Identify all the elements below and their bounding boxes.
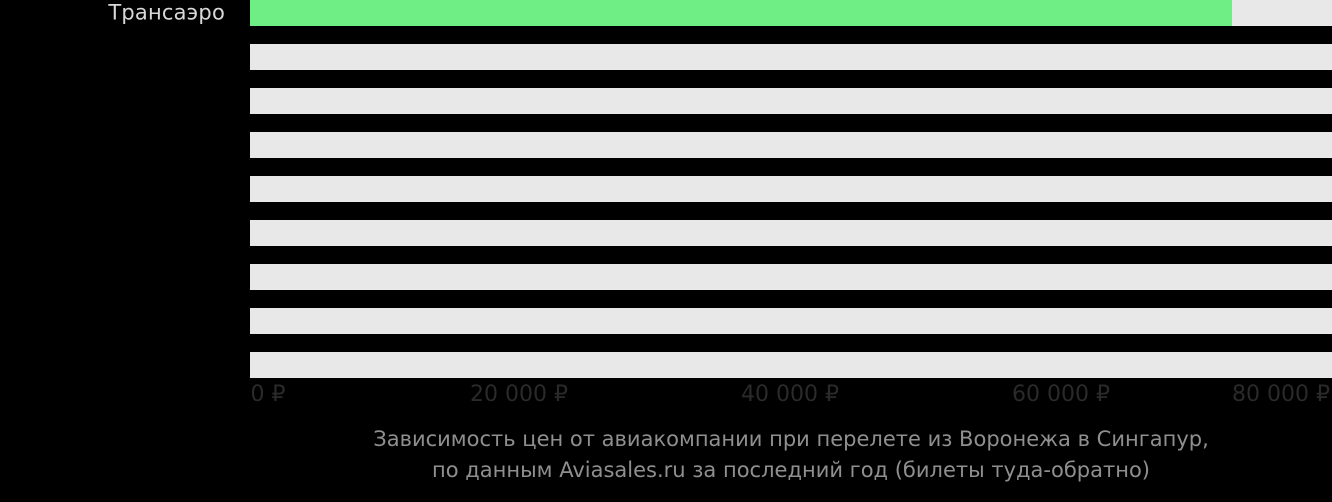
chart-caption-line-1: Зависимость цен от авиакомпании при пере… <box>373 427 1209 451</box>
x-tick-label-20000: 20 000 ₽ <box>470 382 568 407</box>
bar-track <box>250 0 1332 26</box>
bar-row[interactable] <box>0 132 1332 158</box>
x-tick-label-80000: 80 000 ₽ <box>1232 382 1330 407</box>
chart-caption-line-2: по данным Aviasales.ru за последний год … <box>432 458 1150 482</box>
x-tick-label-40000: 40 000 ₽ <box>741 382 839 407</box>
plot-area: Трансаэро <box>0 0 1332 378</box>
bar-row[interactable] <box>0 352 1332 378</box>
x-tick-label-0: 0 ₽ <box>250 382 286 407</box>
bar-row[interactable]: Трансаэро <box>0 0 1332 26</box>
bar-track <box>250 220 1332 246</box>
bar-row[interactable] <box>0 264 1332 290</box>
bar-track <box>250 176 1332 202</box>
bar-row[interactable] <box>0 176 1332 202</box>
bar-track <box>250 44 1332 70</box>
bar-category-label: Трансаэро <box>108 0 225 25</box>
bar-row[interactable] <box>0 44 1332 70</box>
bar-row[interactable] <box>0 88 1332 114</box>
bar-fill[interactable] <box>250 0 1232 26</box>
x-axis: 0 ₽ 20 000 ₽ 40 000 ₽ 60 000 ₽ 80 000 ₽ <box>0 378 1332 416</box>
bar-track <box>250 88 1332 114</box>
bar-track <box>250 352 1332 378</box>
bar-track <box>250 132 1332 158</box>
chart-caption: Зависимость цен от авиакомпании при пере… <box>250 424 1332 486</box>
x-tick-label-60000: 60 000 ₽ <box>1012 382 1110 407</box>
bar-track <box>250 264 1332 290</box>
bar-row[interactable] <box>0 220 1332 246</box>
bar-track <box>250 308 1332 334</box>
bar-row[interactable] <box>0 308 1332 334</box>
